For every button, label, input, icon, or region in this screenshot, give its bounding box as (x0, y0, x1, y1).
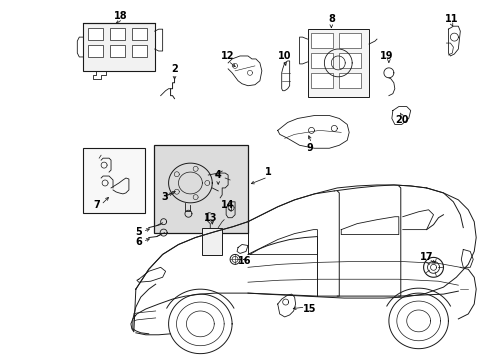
Bar (88, 45, 103, 57)
Text: 15: 15 (302, 304, 316, 314)
Bar (307, 29, 368, 96)
Bar (311, 53, 333, 68)
Bar (339, 53, 360, 68)
Text: 16: 16 (238, 256, 251, 266)
Text: 19: 19 (379, 51, 393, 61)
Text: 8: 8 (327, 14, 334, 24)
Text: 13: 13 (203, 213, 217, 223)
Bar (339, 33, 360, 48)
Bar (339, 73, 360, 88)
Text: 20: 20 (394, 116, 407, 126)
Text: 12: 12 (221, 51, 234, 61)
Text: 1: 1 (264, 167, 271, 177)
Text: 17: 17 (419, 252, 432, 262)
Text: 9: 9 (305, 143, 312, 153)
Text: 2: 2 (171, 64, 178, 74)
Text: 5: 5 (135, 226, 142, 237)
Text: 14: 14 (221, 200, 234, 210)
Bar (132, 28, 146, 40)
Bar (88, 28, 103, 40)
Text: 4: 4 (214, 170, 221, 180)
Text: 18: 18 (114, 11, 127, 21)
Text: 11: 11 (444, 14, 457, 24)
Text: 3: 3 (161, 192, 168, 202)
Bar (311, 73, 333, 88)
Bar (110, 28, 124, 40)
Bar (311, 33, 333, 48)
Bar (110, 45, 124, 57)
Bar (153, 145, 247, 233)
Bar (132, 45, 146, 57)
Bar (83, 148, 144, 213)
Text: 10: 10 (277, 51, 291, 61)
Text: 6: 6 (135, 237, 142, 247)
Text: 7: 7 (94, 200, 101, 210)
Bar (202, 228, 222, 255)
Bar (83, 23, 154, 71)
